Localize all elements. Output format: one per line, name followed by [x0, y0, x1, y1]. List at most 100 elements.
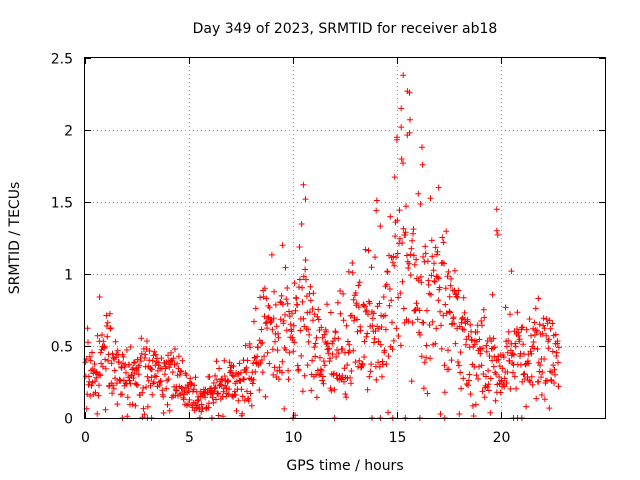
data-point: [158, 377, 164, 384]
data-point: [527, 378, 534, 385]
data-point: [280, 317, 287, 324]
data-point: [438, 322, 444, 329]
data-point: [445, 347, 451, 354]
data-point: [462, 341, 469, 348]
data-point: [142, 351, 149, 358]
data-point: [134, 367, 140, 374]
data-point: [539, 330, 546, 337]
data-point: [507, 347, 514, 354]
data-point: [451, 320, 458, 327]
data-point: [309, 306, 316, 312]
data-point: [386, 302, 393, 309]
data-point: [447, 282, 454, 289]
data-point: [379, 373, 385, 380]
data-point: [428, 272, 435, 279]
data-point: [337, 288, 344, 294]
data-point: [388, 297, 395, 304]
data-point: [191, 382, 198, 389]
data-point: [108, 360, 115, 367]
data-point: [365, 247, 372, 254]
data-point: [541, 396, 548, 403]
data-point: [372, 254, 378, 261]
data-point: [460, 294, 467, 301]
data-point: [497, 389, 504, 396]
data-point: [406, 260, 413, 267]
data-point: [430, 267, 437, 274]
data-point: [535, 295, 542, 302]
data-point: [422, 243, 429, 250]
data-point: [528, 350, 535, 357]
data-point: [299, 284, 306, 291]
data-point: [487, 409, 494, 416]
data-point: [450, 314, 457, 321]
data-point: [245, 398, 252, 404]
data-point: [189, 404, 196, 411]
data-point: [464, 316, 471, 323]
data-point: [102, 406, 109, 413]
data-point: [395, 294, 402, 301]
data-point: [312, 340, 319, 347]
data-point: [404, 88, 411, 95]
data-point: [235, 397, 242, 404]
data-point: [357, 327, 364, 334]
x-tick-label: 20: [493, 430, 511, 446]
data-point: [442, 301, 449, 308]
data-point: [195, 396, 202, 403]
data-point: [555, 383, 562, 390]
data-point: [502, 304, 509, 311]
grid: [85, 58, 605, 418]
data-point: [359, 361, 366, 367]
data-point: [390, 253, 397, 260]
data-point: [485, 367, 492, 374]
data-point: [528, 373, 535, 380]
data-point: [251, 318, 257, 325]
data-point: [533, 395, 540, 402]
data-point: [99, 332, 105, 338]
data-point: [484, 383, 491, 390]
data-point: [151, 372, 158, 379]
data-point: [248, 402, 255, 409]
data-point: [244, 388, 250, 395]
data-point: [431, 260, 437, 267]
data-point: [490, 335, 497, 342]
data-point: [119, 391, 126, 398]
data-point: [494, 231, 501, 238]
data-point: [436, 284, 443, 291]
data-point: [486, 353, 493, 359]
data-point: [394, 134, 400, 141]
data-point: [302, 266, 309, 273]
data-point: [339, 372, 346, 379]
data-point: [478, 362, 485, 369]
data-point: [514, 309, 521, 316]
data-point: [298, 221, 305, 227]
data-point: [523, 326, 530, 333]
data-point: [486, 387, 492, 394]
data-point: [405, 265, 412, 271]
data-point: [225, 378, 232, 385]
data-point: [389, 346, 396, 353]
data-point: [465, 377, 472, 384]
data-point: [139, 389, 146, 396]
data-point: [483, 342, 490, 349]
data-point: [286, 349, 293, 356]
data-point: [257, 360, 264, 367]
data-point: [230, 373, 237, 380]
data-point: [85, 339, 91, 346]
data-point: [118, 364, 125, 371]
data-point: [278, 292, 285, 299]
data-point: [192, 374, 199, 381]
data-point: [423, 342, 430, 349]
data-point: [324, 301, 330, 308]
data-point: [485, 381, 492, 388]
data-point: [151, 379, 157, 385]
data-point: [345, 268, 352, 275]
data-point: [270, 315, 277, 322]
data-point: [323, 340, 330, 347]
data-point: [110, 385, 117, 392]
data-point: [263, 295, 270, 302]
y-tick-label: 2.5: [51, 52, 73, 68]
data-point: [363, 333, 370, 340]
data-point: [442, 285, 449, 292]
data-point: [232, 392, 239, 398]
